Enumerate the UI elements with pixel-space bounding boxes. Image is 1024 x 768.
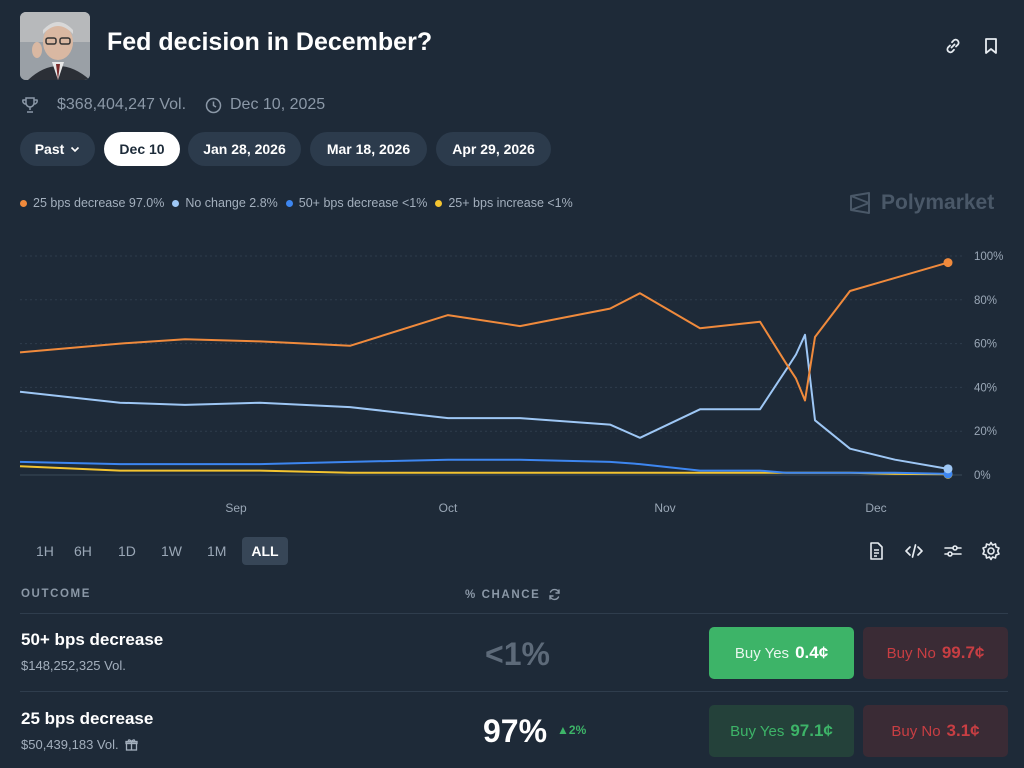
trophy-icon: [21, 96, 39, 114]
outcome-chance: <1%: [485, 636, 550, 672]
chart-series: [19, 258, 953, 479]
y-tick-label: 80%: [974, 295, 997, 307]
legend-dot: [285, 199, 293, 207]
range-6h[interactable]: 6H: [74, 543, 92, 559]
sliders-icon[interactable]: [943, 541, 963, 561]
buy-yes-label: Buy Yes: [734, 644, 790, 662]
table-divider: [20, 613, 1008, 614]
range-all[interactable]: ALL: [242, 537, 288, 565]
buy-no-button[interactable]: Buy No 3.1¢: [863, 705, 1008, 757]
buy-yes-button[interactable]: Buy Yes 97.1¢: [709, 705, 854, 757]
legend-item-no-change: No change 2.8%: [172, 196, 278, 210]
gift-icon[interactable]: [124, 738, 138, 751]
link-icon[interactable]: [943, 36, 963, 56]
y-tick-label: 100%: [974, 251, 1003, 263]
document-icon[interactable]: [866, 541, 886, 561]
volume-text: $368,404,247 Vol.: [57, 96, 187, 113]
tab-mar-18-2026[interactable]: Mar 18, 2026: [310, 132, 427, 166]
chance-header-label: % CHANCE: [465, 588, 541, 601]
legend-label: 50+ bps decrease <1%: [298, 196, 428, 210]
buy-yes-button[interactable]: Buy Yes 0.4¢: [709, 627, 854, 679]
gear-icon[interactable]: [981, 541, 1001, 561]
tab-apr-29-2026[interactable]: Apr 29, 2026: [436, 132, 551, 166]
range-1d[interactable]: 1D: [118, 543, 136, 559]
legend-label: 25+ bps increase <1%: [448, 196, 573, 210]
outcome-name: 25 bps decrease: [21, 709, 154, 728]
legend-item-50-bps-decrease: 50+ bps decrease <1%: [285, 196, 428, 210]
bookmark-icon[interactable]: [981, 36, 1001, 56]
series-endpoint-25-bps-decrease: [943, 258, 953, 268]
x-tick-label: Sep: [225, 501, 247, 515]
probability-chart: 100% 80% 60% 40% 20% 0% Sep Oct Nov Dec: [19, 251, 1003, 515]
y-tick-label: 60%: [974, 339, 997, 351]
x-tick-label: Dec: [865, 501, 886, 515]
series-line-50-bps-decrease: [19, 458, 949, 475]
buy-yes-label: Buy Yes: [730, 722, 785, 740]
clock-icon: [205, 97, 222, 114]
chance-change-value: 2%: [568, 723, 587, 737]
y-axis: 100% 80% 60% 40% 20% 0%: [974, 251, 1003, 482]
market-avatar: [20, 12, 90, 80]
series-endpoint-no-change: [943, 464, 953, 474]
x-tick-label: Nov: [654, 501, 675, 515]
chance-change: ▲2%: [557, 723, 586, 737]
range-1w[interactable]: 1W: [161, 543, 182, 559]
y-tick-label: 20%: [974, 426, 997, 438]
x-tick-label: Oct: [439, 501, 458, 515]
table-divider: [20, 691, 1008, 692]
x-axis: Sep Oct Nov Dec: [225, 501, 886, 515]
past-label: Past: [34, 141, 65, 157]
buy-yes-price: 0.4¢: [795, 643, 829, 662]
buy-yes-price: 97.1¢: [790, 721, 833, 740]
end-date-text: Dec 10, 2025: [230, 96, 326, 113]
buy-no-button[interactable]: Buy No 99.7¢: [863, 627, 1008, 679]
series-line-no-change: [19, 333, 949, 470]
legend-dot: [20, 199, 27, 207]
brand-name: Polymarket: [881, 191, 995, 214]
chevron-down-icon: [71, 146, 80, 153]
buy-no-price: 99.7¢: [941, 643, 985, 662]
market-title: Fed decision in December?: [107, 28, 433, 56]
legend-label: 25 bps decrease 97.0%: [33, 196, 165, 210]
buy-no-price: 3.1¢: [946, 721, 980, 740]
polymarket-logo: Polymarket: [848, 191, 994, 215]
legend-item-25-bps-decrease: 25 bps decrease 97.0%: [20, 196, 164, 210]
outcome-name: 50+ bps decrease: [21, 630, 164, 649]
market-end-date: Dec 10, 2025: [205, 96, 325, 114]
outcome-chance: 97%: [483, 713, 548, 749]
chart-grid: [20, 255, 962, 476]
legend-dot: [435, 199, 443, 207]
outcome-volume-text: $50,439,183 Vol.: [21, 737, 119, 752]
polymarket-logo-icon: [850, 192, 870, 214]
market-volume: $368,404,247 Vol.: [21, 96, 186, 114]
legend-item-25-bps-increase: 25+ bps increase <1%: [435, 196, 573, 210]
tab-jan-28-2026[interactable]: Jan 28, 2026: [188, 132, 301, 166]
outcome-volume: $148,252,325 Vol.: [21, 658, 126, 673]
buy-no-label: Buy No: [891, 722, 941, 740]
outcome-volume-text: $148,252,325 Vol.: [21, 658, 126, 673]
legend-label: No change 2.8%: [185, 196, 278, 210]
embed-code-icon[interactable]: [904, 541, 924, 561]
y-tick-label: 40%: [974, 382, 997, 394]
range-1m[interactable]: 1M: [207, 543, 227, 559]
refresh-icon[interactable]: [548, 588, 561, 601]
chart-legend: 25 bps decrease 97.0% No change 2.8% 50+…: [20, 196, 573, 210]
range-1h[interactable]: 1H: [36, 543, 54, 559]
buy-no-label: Buy No: [886, 644, 936, 662]
past-dropdown[interactable]: Past: [20, 132, 95, 166]
y-tick-label: 0%: [974, 470, 991, 482]
tab-dec-10[interactable]: Dec 10: [104, 132, 180, 166]
legend-dot: [172, 199, 180, 207]
chance-column-header[interactable]: % CHANCE: [465, 588, 561, 601]
series-line-25-bps-decrease: [19, 261, 949, 402]
triangle-up-icon: ▲: [557, 723, 569, 737]
outcome-column-header: OUTCOME: [21, 588, 91, 600]
outcome-volume: $50,439,183 Vol.: [21, 737, 138, 752]
